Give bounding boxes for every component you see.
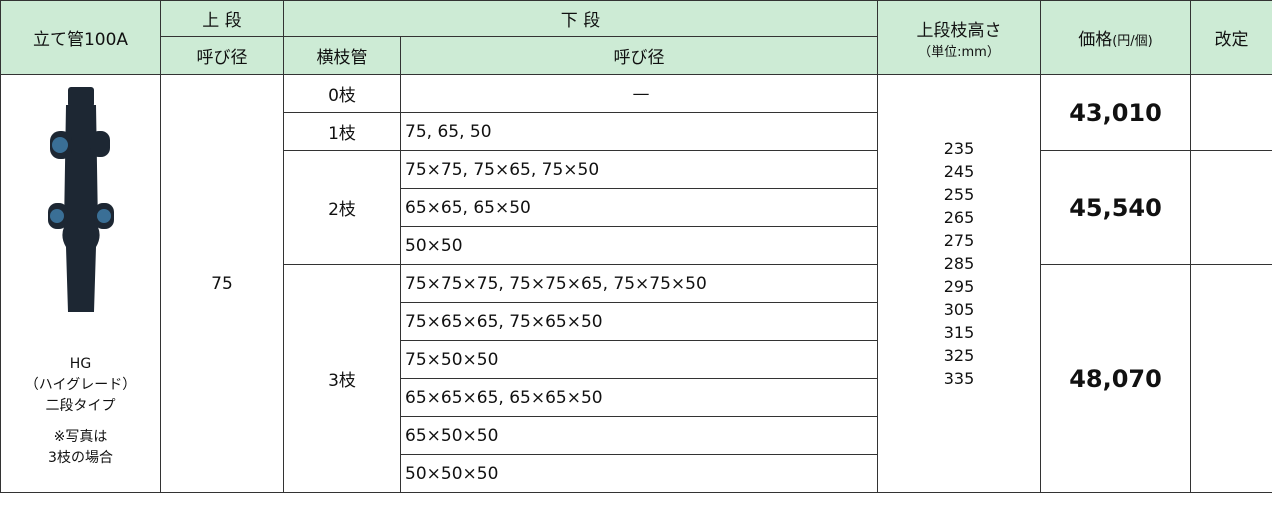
branch-diameter: 75×75, 75×65, 75×50 xyxy=(400,150,878,189)
header-cell: 上 段 xyxy=(160,0,284,37)
header-cell: 下 段 xyxy=(283,0,878,37)
price: 43,010 xyxy=(1040,74,1191,151)
header-cell: 立て管100A xyxy=(0,0,161,75)
branch-diameter: 75×75×75, 75×75×65, 75×75×50 xyxy=(400,264,878,303)
price: 45,540 xyxy=(1040,150,1191,265)
header-unit: (円/個) xyxy=(1112,34,1153,49)
header-unit: （単位:mm） xyxy=(918,44,1000,60)
height-value: 285 xyxy=(943,254,975,273)
revision-cell xyxy=(1190,150,1272,265)
height-value: 245 xyxy=(943,162,975,181)
branch-diameter: 50×50×50 xyxy=(400,454,878,493)
table-row: 2枝 75×75, 75×65, 75×50 45,540 xyxy=(1,150,1272,265)
table-row: 75×65×65, 75×65×50 xyxy=(1,302,1272,341)
header-cell: 上段枝高さ （単位:mm） xyxy=(877,0,1041,75)
product-note: ※写真は xyxy=(53,429,108,445)
branch-count: 3枝 xyxy=(283,264,401,493)
header-cell: 呼び径 xyxy=(160,36,284,75)
product-text: （ハイグレード） xyxy=(24,377,137,393)
product-photo xyxy=(47,87,114,312)
price-table: 立て管100A 上 段 下 段 上段枝高さ （単位:mm） 価格(円/個) 改定 … xyxy=(0,0,1272,493)
table-row: HG （ハイグレード） 二段タイプ ※写真は 3枝の場合 75 0枝 — 235 245 255 26… xyxy=(0,74,1272,493)
branch-diameter: 65×65×65, 65×65×50 xyxy=(400,378,878,417)
height-value: 275 xyxy=(943,231,975,250)
price: 48,070 xyxy=(1040,264,1191,493)
height-value: 255 xyxy=(943,185,975,204)
height-value: 235 xyxy=(943,139,975,158)
branch-diameter: 65×65, 65×50 xyxy=(400,188,878,227)
branch-diameter: 75, 65, 50 xyxy=(400,112,878,151)
product-note: 3枝の場合 xyxy=(48,450,113,466)
table-row: 3枝 75×75×75, 75×75×65, 75×75×50 48,070 xyxy=(1,264,1272,493)
product-cell: HG （ハイグレード） 二段タイプ ※写真は 3枝の場合 xyxy=(0,74,161,493)
upper-diameter: 75 xyxy=(160,74,284,493)
header-text: 上段枝高さ xyxy=(916,20,1002,41)
header-cell: 横枝管 xyxy=(283,36,401,75)
branch-count: 1枝 xyxy=(283,112,401,151)
height-value: 315 xyxy=(943,323,975,342)
product-text: HG xyxy=(69,356,92,372)
table-row: 65×65×65, 65×65×50 xyxy=(1,378,1272,417)
branch-diameter: — xyxy=(400,74,878,113)
table-row: 75×50×50 xyxy=(1,340,1272,379)
header-cell: 呼び径 xyxy=(400,36,878,75)
height-value: 265 xyxy=(943,208,975,227)
branch-diameter: 50×50 xyxy=(400,226,878,265)
header-cell: 価格(円/個) xyxy=(1040,0,1191,75)
height-value: 335 xyxy=(943,369,975,388)
height-value: 325 xyxy=(943,346,975,365)
revision-cell xyxy=(1190,264,1272,493)
table-row: 50×50×50 xyxy=(1,454,1272,493)
table-body: HG （ハイグレード） 二段タイプ ※写真は 3枝の場合 75 0枝 — 235 245 255 26… xyxy=(0,74,1272,493)
height-value: 305 xyxy=(943,300,975,319)
header-cell: 改定 xyxy=(1190,0,1272,75)
table-row: 1枝 75, 65, 50 xyxy=(1,112,1272,151)
header-text: 価格 xyxy=(1078,30,1113,50)
branch-count: 0枝 xyxy=(283,74,401,113)
height-value: 295 xyxy=(943,277,975,296)
table-row: 65×50×50 xyxy=(1,416,1272,455)
branch-count: 2枝 xyxy=(283,150,401,265)
branch-diameter: 75×50×50 xyxy=(400,340,878,379)
table-header: 立て管100A 上 段 下 段 上段枝高さ （単位:mm） 価格(円/個) 改定 … xyxy=(0,0,1272,75)
heights-cell: 235 245 255 265 275 285 295 305 315 325 335 xyxy=(877,74,1041,493)
table-row: 65×65, 65×50 xyxy=(1,188,1272,227)
revision-cell xyxy=(1190,74,1272,151)
product-text: 二段タイプ xyxy=(45,398,116,414)
branch-diameter: 75×65×65, 75×65×50 xyxy=(400,302,878,341)
branch-diameter: 65×50×50 xyxy=(400,416,878,455)
